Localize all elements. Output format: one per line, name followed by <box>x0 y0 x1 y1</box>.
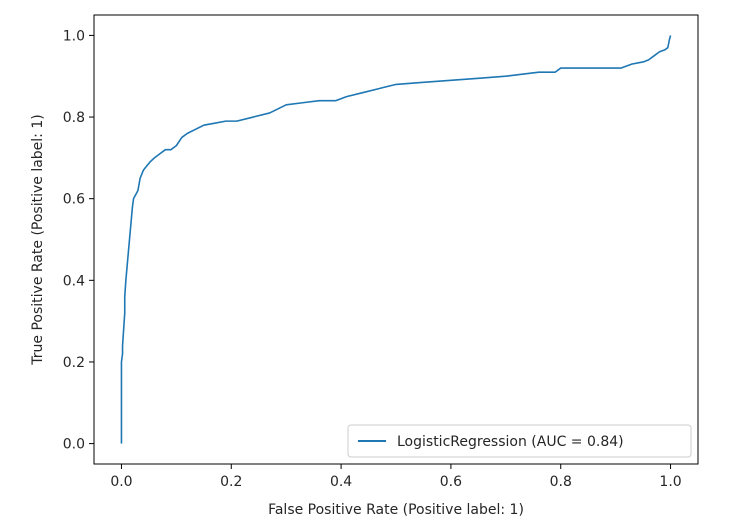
x-tick-label: 0.8 <box>550 474 572 490</box>
y-tick-label: 0.8 <box>63 110 85 126</box>
y-tick-label: 1.0 <box>63 28 85 44</box>
y-tick-label: 0.6 <box>63 192 85 208</box>
x-tick-label: 1.0 <box>659 474 681 490</box>
y-axis: 0.0 0.2 0.4 0.6 0.8 1.0 <box>63 28 94 453</box>
axes-frame <box>93 14 699 465</box>
y-axis-label: True Positive Rate (Positive label: 1) <box>30 114 46 365</box>
legend-box <box>347 424 692 458</box>
x-tick-label: 0.4 <box>330 474 352 490</box>
x-tick-label: 0.6 <box>440 474 462 490</box>
y-tick-label: 0.0 <box>63 437 85 453</box>
x-axis: 0.0 0.2 0.4 0.6 0.8 1.0 <box>110 464 682 490</box>
y-tick-label: 0.4 <box>63 273 85 289</box>
x-axis-label: False Positive Rate (Positive label: 1) <box>268 502 524 518</box>
y-tick-label: 0.2 <box>63 355 85 371</box>
plot-area <box>120 35 672 444</box>
x-tick-label: 0.2 <box>220 474 242 490</box>
x-tick-label: 0.0 <box>110 474 132 490</box>
legend-label: LogisticRegression (AUC = 0.84) <box>397 434 624 450</box>
roc-curve-line <box>120 35 672 444</box>
legend: LogisticRegression (AUC = 0.84) <box>347 424 692 458</box>
